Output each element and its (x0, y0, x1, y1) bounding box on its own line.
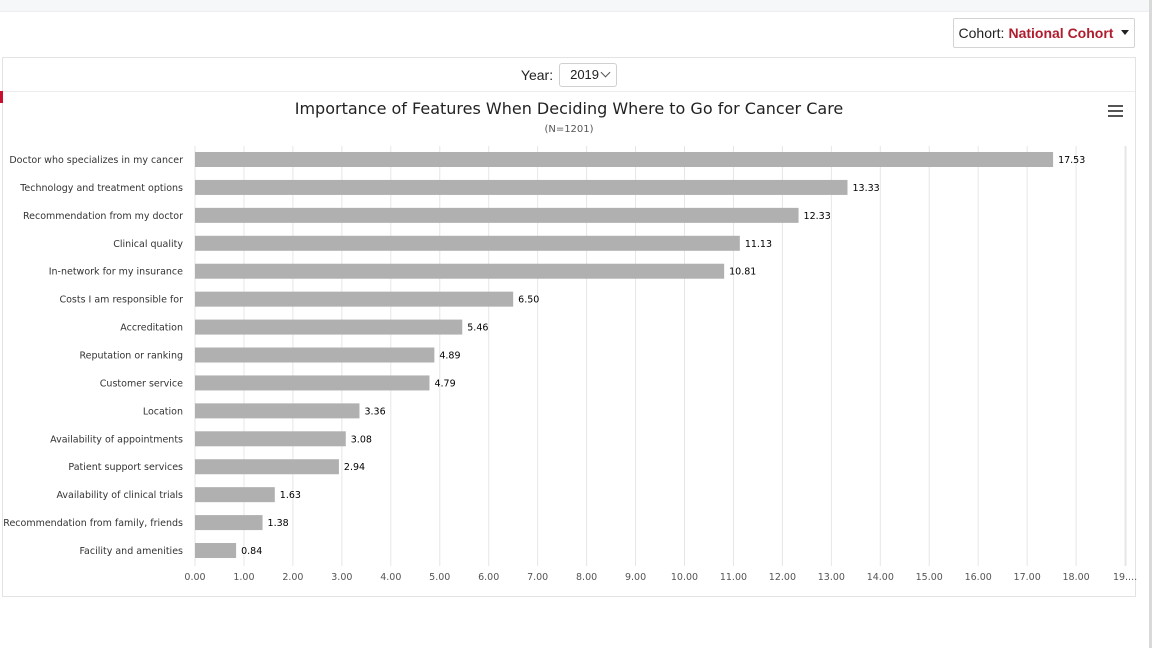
category-label: Reputation or ranking (79, 351, 183, 362)
tick-label: 5.00 (429, 572, 450, 583)
data-label: 6.50 (518, 295, 539, 306)
bar[interactable] (195, 515, 263, 531)
data-label: 3.08 (351, 434, 372, 445)
top-strip (0, 0, 1152, 12)
category-label: Doctor who specializes in my cancer (9, 155, 183, 166)
caret-down-icon (1121, 29, 1130, 35)
bars: 17.53 13.33 12.33 11.13 10.81 6.50 5.46 4.89 4.7… (195, 152, 1085, 559)
bar[interactable] (195, 459, 339, 475)
year-filter: Year: 2019 (3, 58, 1135, 92)
tick-label: 16.00 (965, 572, 992, 583)
tick-label: 11.00 (720, 572, 747, 583)
year-label: Year: (520, 66, 554, 83)
bar[interactable] (195, 543, 237, 559)
data-label: 17.53 (1058, 155, 1085, 166)
data-label: 0.84 (241, 546, 262, 557)
tick-label: 9.00 (625, 572, 646, 583)
year-select[interactable]: 2019 (559, 62, 618, 87)
bar[interactable] (195, 179, 848, 195)
year-selected-value: 2019 (570, 67, 600, 82)
data-label: 1.63 (280, 490, 301, 501)
data-label: 5.46 (467, 323, 488, 334)
bar[interactable] (195, 263, 725, 279)
cohort-dropdown-button[interactable]: Cohort: National Cohort (953, 18, 1135, 48)
chart-title: Importance of Features When Deciding Whe… (295, 99, 844, 118)
data-label: 11.13 (745, 239, 772, 250)
tick-label: 0.00 (184, 572, 205, 583)
scrollbar-edge (1149, 0, 1152, 648)
bar[interactable] (195, 403, 360, 419)
tick-label: 4.00 (380, 572, 401, 583)
bar[interactable] (195, 319, 463, 335)
tick-label: 6.00 (478, 572, 499, 583)
category-label: Patient support services (68, 462, 183, 473)
category-labels: Doctor who specializes in my cancer Techn… (3, 155, 183, 557)
category-label: Clinical quality (113, 239, 183, 250)
chart-panel: Year: 2019 (2, 57, 1136, 597)
category-label: Customer service (100, 378, 183, 389)
tick-label: 19.... (1113, 572, 1137, 583)
data-label: 4.89 (439, 351, 460, 362)
tick-label: 10.00 (671, 572, 698, 583)
data-label: 13.33 (853, 183, 880, 194)
tick-label: 1.00 (233, 572, 254, 583)
data-label: 4.79 (434, 378, 455, 389)
category-label: Accreditation (120, 323, 183, 334)
tick-label: 3.00 (331, 572, 352, 583)
data-label: 1.38 (268, 518, 289, 529)
category-label: Recommendation from family, friends (3, 518, 183, 529)
tick-label: 13.00 (818, 572, 845, 583)
bar[interactable] (195, 291, 514, 307)
tick-label: 7.00 (527, 572, 548, 583)
bar[interactable] (195, 347, 435, 363)
tick-label: 18.00 (1062, 572, 1089, 583)
tick-label: 15.00 (916, 572, 943, 583)
accent-marker (0, 91, 3, 103)
chart-menu-icon[interactable] (1108, 105, 1123, 117)
tick-label: 14.00 (867, 572, 894, 583)
tick-label: 2.00 (282, 572, 303, 583)
chart-subtitle: (N=1201) (544, 124, 593, 135)
tick-label: 8.00 (576, 572, 597, 583)
bar[interactable] (195, 235, 740, 251)
bar[interactable] (195, 375, 430, 391)
category-label: Costs I am responsible for (59, 295, 183, 306)
category-label: Facility and amenities (79, 546, 183, 557)
bar[interactable] (195, 152, 1054, 167)
data-label: 10.81 (729, 267, 756, 278)
data-label: 12.33 (804, 211, 831, 222)
category-label: In-network for my insurance (49, 267, 183, 278)
tick-label: 12.00 (769, 572, 796, 583)
bar[interactable] (195, 207, 799, 223)
category-label: Location (143, 406, 183, 417)
data-label: 3.36 (364, 406, 385, 417)
category-label: Availability of clinical trials (56, 490, 183, 501)
x-axis-ticks: 0.00 1.00 2.00 3.00 4.00 5.00 6.00 7.00 8.00 9.00… (184, 572, 1137, 583)
data-label: 2.94 (344, 462, 365, 473)
tick-label: 17.00 (1014, 572, 1041, 583)
cohort-label: Cohort: (958, 25, 1005, 41)
category-label: Technology and treatment options (19, 183, 183, 194)
category-label: Availability of appointments (50, 434, 183, 445)
bar[interactable] (195, 431, 346, 447)
bar[interactable] (195, 487, 275, 503)
category-label: Recommendation from my doctor (23, 211, 183, 222)
cohort-value: National Cohort (1008, 25, 1114, 41)
